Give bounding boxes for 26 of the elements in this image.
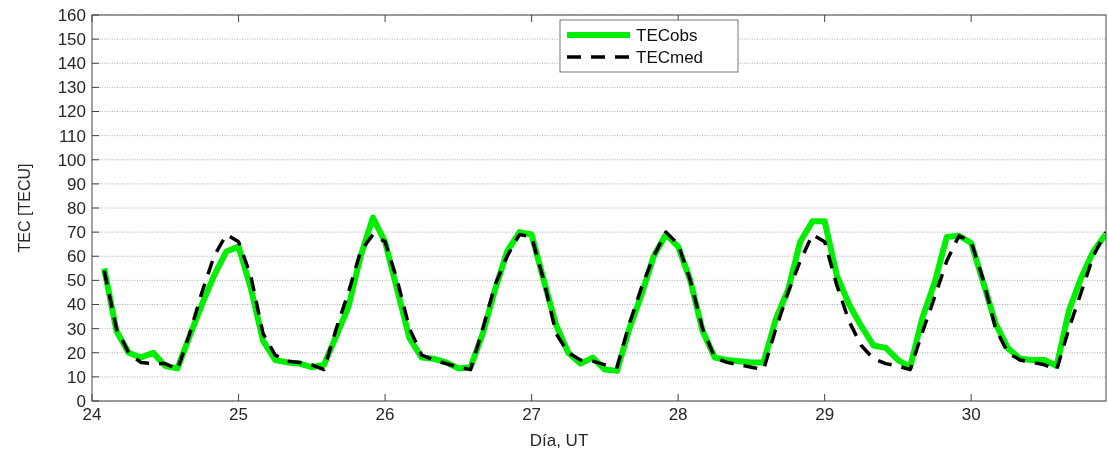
y-tick-label: 60	[67, 247, 86, 267]
y-tick-label: 90	[67, 174, 86, 194]
y-tick-label: 30	[67, 319, 86, 339]
y-tick-label: 130	[57, 78, 86, 98]
x-tick-label: 26	[375, 405, 395, 424]
x-tick-label: 27	[522, 405, 542, 424]
y-tick-label: 150	[57, 30, 86, 50]
y-tick-label: 70	[67, 223, 86, 243]
legend-label: TECobs	[636, 25, 698, 45]
legend-label: TECmed	[636, 47, 704, 67]
y-tick-label: 110	[58, 126, 86, 146]
x-axis-title: Día, UT	[529, 431, 589, 450]
y-tick-label: 10	[67, 367, 86, 387]
x-tick-label: 29	[815, 405, 835, 424]
y-tick-label: 40	[67, 295, 86, 315]
y-tick-label: 100	[57, 150, 86, 170]
y-axis-title: TEC [TECU]	[16, 163, 33, 253]
x-tick-label: 28	[668, 405, 688, 424]
y-tick-label: 120	[57, 102, 86, 122]
x-tick-label: 25	[229, 405, 248, 424]
x-tick-label: 30	[961, 405, 981, 424]
y-tick-label: 50	[67, 271, 86, 291]
y-tick-label: 20	[67, 343, 86, 363]
y-tick-label: 80	[67, 198, 86, 218]
y-tick-label: 160	[57, 5, 86, 25]
y-tick-label: 140	[57, 54, 86, 74]
